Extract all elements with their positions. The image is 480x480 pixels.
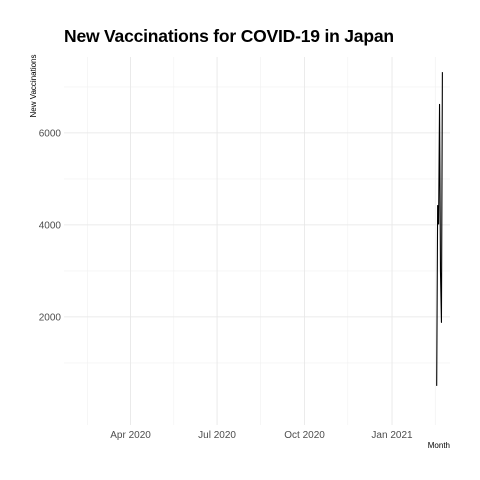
x-axis-title: Month [428, 441, 450, 450]
x-tick-label: Jan 2021 [371, 430, 413, 441]
tick-labels: Apr 2020 Jul 2020 Oct 2020 Jan 2021 2000 4000… [39, 128, 413, 441]
chart-title: New Vaccinations for COVID-19 in Japan [64, 26, 394, 46]
x-tick-label: Apr 2020 [110, 430, 151, 441]
y-axis-title: New Vaccinations [29, 55, 38, 118]
grid [64, 57, 450, 425]
data-layer [436, 72, 443, 386]
x-tick-label: Oct 2020 [284, 430, 325, 441]
series-line [436, 72, 443, 386]
y-tick-label: 6000 [39, 128, 62, 139]
y-tick-label: 4000 [39, 220, 62, 231]
x-tick-label: Jul 2020 [198, 430, 236, 441]
y-tick-label: 2000 [39, 312, 62, 323]
